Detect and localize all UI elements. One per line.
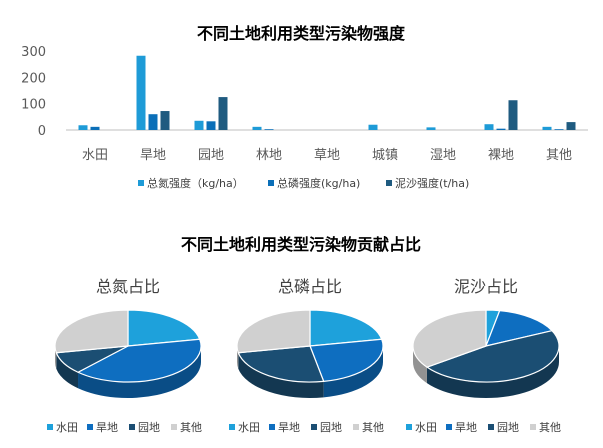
bar bbox=[484, 124, 494, 130]
legend-label: 其他 bbox=[180, 421, 202, 434]
pie-slice bbox=[309, 309, 383, 347]
x-tick-label: 旱地 bbox=[140, 148, 166, 163]
pie-slice bbox=[77, 338, 202, 383]
bar bbox=[218, 97, 228, 130]
legend-label: 园地 bbox=[320, 421, 342, 434]
pie-title: 总氮占比 bbox=[96, 277, 160, 296]
y-tick-label: 100 bbox=[21, 98, 46, 113]
y-tick-label: 200 bbox=[21, 71, 46, 86]
legend-label: 其他 bbox=[539, 421, 561, 434]
x-tick-label: 城镇 bbox=[372, 148, 398, 163]
x-tick-label: 林地 bbox=[256, 148, 282, 163]
legend-label: 泥沙强度(t/ha) bbox=[395, 176, 469, 190]
bar bbox=[508, 100, 518, 130]
legend-swatch bbox=[530, 424, 536, 430]
legend-label: 园地 bbox=[497, 421, 519, 434]
bar bbox=[252, 126, 262, 130]
bar bbox=[148, 114, 158, 130]
pie-slice-side bbox=[238, 352, 324, 398]
legend-swatch bbox=[386, 180, 392, 186]
bar bbox=[136, 55, 146, 130]
legend-label: 其他 bbox=[362, 421, 384, 434]
x-tick-label: 水田 bbox=[82, 148, 108, 163]
pie-slice-side bbox=[323, 346, 383, 398]
bar bbox=[90, 126, 100, 130]
legend-label: 水田 bbox=[56, 421, 78, 434]
x-tick-label: 草地 bbox=[314, 148, 340, 163]
legend-swatch bbox=[47, 424, 53, 430]
bar bbox=[368, 124, 378, 130]
legend-swatch bbox=[87, 424, 93, 430]
legend-label: 总磷强度(kg/ha) bbox=[277, 176, 360, 190]
pie-slice bbox=[412, 309, 487, 368]
bar bbox=[426, 127, 436, 130]
x-tick-label: 其他 bbox=[546, 148, 572, 163]
pie-slice-side bbox=[426, 346, 559, 398]
pie-slice-side bbox=[78, 346, 201, 399]
legend-label: 旱地 bbox=[455, 421, 477, 434]
pie-slice-side bbox=[413, 346, 427, 384]
legend-label: 园地 bbox=[138, 421, 160, 434]
legend-swatch bbox=[268, 180, 274, 186]
bar bbox=[160, 111, 170, 130]
x-tick-label: 园地 bbox=[198, 148, 224, 163]
legend-swatch bbox=[406, 424, 412, 430]
legend-label: 总氮强度（kg/ha） bbox=[147, 176, 244, 190]
bar bbox=[496, 128, 506, 130]
bar bbox=[78, 125, 88, 130]
legend-label: 水田 bbox=[238, 421, 260, 434]
legend-swatch bbox=[229, 424, 235, 430]
pie-slice bbox=[127, 309, 201, 347]
x-tick-label: 裸地 bbox=[488, 148, 514, 163]
legend-label: 旱地 bbox=[96, 421, 118, 434]
bar bbox=[566, 122, 576, 130]
legend-label: 水田 bbox=[415, 421, 437, 434]
legend-swatch bbox=[129, 424, 135, 430]
bar bbox=[194, 120, 204, 130]
bar-chart-title: 不同土地利用类型污染物强度 bbox=[197, 24, 406, 43]
pie-slice bbox=[236, 309, 311, 354]
pie-title: 总磷占比 bbox=[278, 277, 342, 296]
legend-swatch bbox=[138, 180, 144, 186]
y-tick-label: 0 bbox=[38, 124, 46, 139]
legend-swatch bbox=[311, 424, 317, 430]
legend-swatch bbox=[446, 424, 452, 430]
pie-title: 泥沙占比 bbox=[454, 277, 518, 296]
pie-slice bbox=[237, 345, 325, 383]
legend-label: 旱地 bbox=[278, 421, 300, 434]
pie-slice bbox=[309, 338, 384, 382]
pie-slice bbox=[54, 309, 129, 354]
pie-slice bbox=[485, 310, 553, 347]
bar bbox=[264, 129, 274, 130]
legend-swatch bbox=[488, 424, 494, 430]
bar bbox=[542, 126, 552, 130]
pie-group-title: 不同土地利用类型污染物贡献占比 bbox=[181, 235, 421, 254]
x-tick-label: 湿地 bbox=[430, 148, 456, 163]
legend-swatch bbox=[353, 424, 359, 430]
bar bbox=[206, 121, 216, 130]
bar bbox=[554, 129, 564, 130]
legend-swatch bbox=[171, 424, 177, 430]
bar-chart-legend: 总氮强度（kg/ha） 总磷强度(kg/ha) 泥沙强度(t/ha) bbox=[138, 176, 469, 190]
bar-chart: 0 100 200 300 水田 旱地 园地 林地 草地 城镇 湿地 裸地 其他 bbox=[21, 45, 588, 163]
y-tick-label: 300 bbox=[21, 45, 46, 60]
pie-slice bbox=[426, 330, 560, 383]
legend-swatch bbox=[269, 424, 275, 430]
